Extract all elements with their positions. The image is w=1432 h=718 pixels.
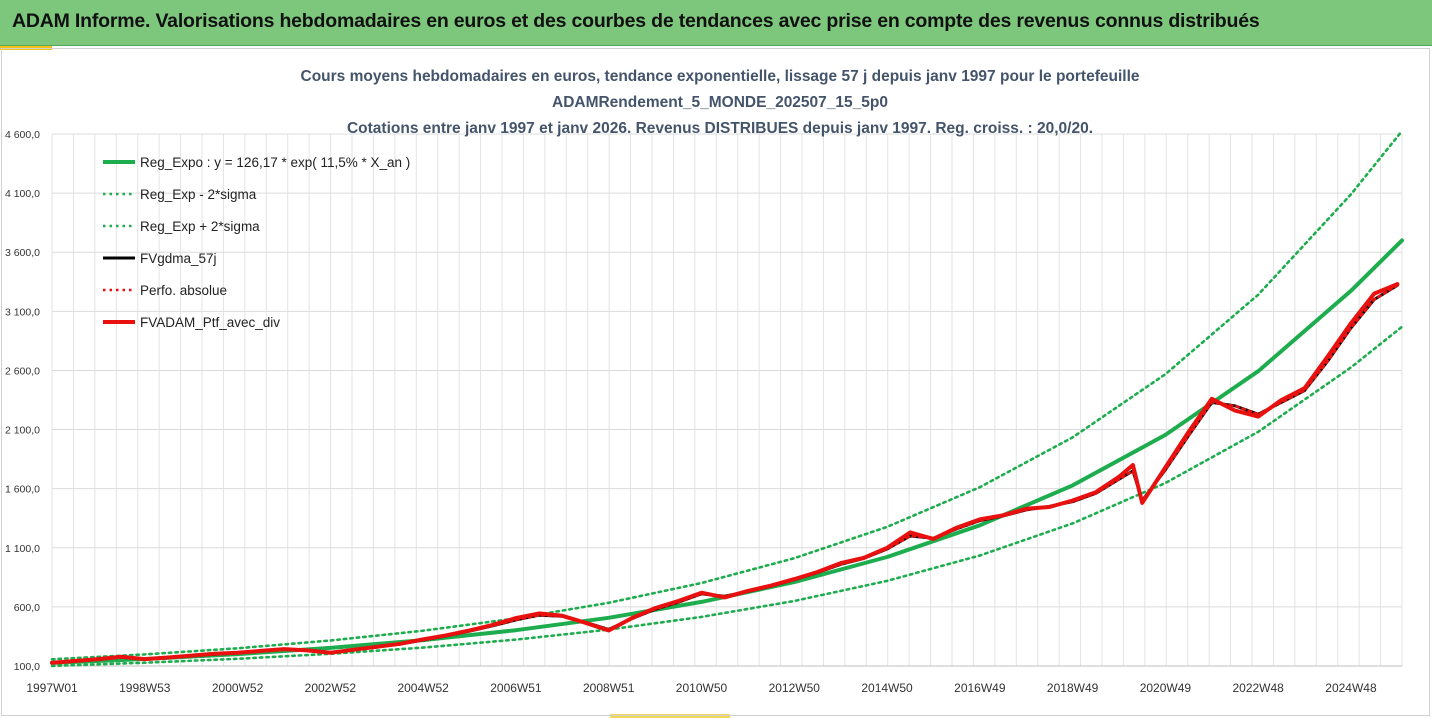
accent-bar-bottom	[610, 714, 730, 718]
series-line	[50, 283, 1399, 665]
x-tick-label: 2006W51	[490, 681, 542, 695]
x-tick-label: 1997W01	[26, 681, 78, 695]
y-tick-label: 3 100,0	[5, 306, 40, 318]
y-tick-label: 100,0	[14, 661, 40, 673]
x-axis-ticks: 1997W01 1998W53 2000W52 2002W52 2004W52 2006W…	[26, 681, 1377, 695]
y-tick-label: 1 100,0	[5, 543, 40, 555]
x-tick-label: 1998W53	[119, 681, 171, 695]
series-line	[50, 238, 1404, 665]
y-tick-label: 4 600,0	[5, 129, 40, 141]
x-tick-label: 2012W50	[769, 681, 821, 695]
legend-label: Reg_Exp + 2*sigma	[140, 219, 260, 234]
x-tick-label: 2014W50	[861, 681, 913, 695]
y-tick-label: 600,0	[14, 602, 40, 614]
series-line	[50, 129, 1404, 661]
x-tick-label: 2000W52	[212, 681, 264, 695]
y-tick-label: 3 600,0	[5, 247, 40, 259]
chart-series	[50, 129, 1404, 668]
y-tick-label: 2 600,0	[5, 365, 40, 377]
report-banner: ADAM Informe. Valorisations hebdomadaire…	[0, 0, 1432, 46]
legend-label: FVgdma_57j	[140, 251, 217, 266]
series-line	[50, 325, 1404, 668]
x-tick-label: 2016W49	[954, 681, 1006, 695]
x-tick-label: 2022W48	[1232, 681, 1284, 695]
legend-label: Perfo. absolue	[140, 283, 227, 298]
series-line	[50, 284, 1399, 664]
y-tick-label: 4 100,0	[5, 188, 40, 200]
chart-grid	[51, 133, 1403, 667]
legend-label: Reg_Expo : y = 126,17 * exp( 11,5% * X_a…	[140, 155, 410, 170]
x-tick-label: 2020W49	[1140, 681, 1192, 695]
chart-title-line: Cotations entre janv 1997 et janv 2026. …	[347, 120, 1093, 137]
x-tick-label: 2004W52	[397, 681, 449, 695]
y-axis-ticks: 100,0 600,0 1 100,0 1 600,0 2 100,0 2 600,0 3 …	[5, 129, 40, 673]
x-tick-label: 2018W49	[1047, 681, 1099, 695]
legend-label: Reg_Exp - 2*sigma	[140, 187, 257, 202]
x-tick-label: 2024W48	[1325, 681, 1377, 695]
chart-title-line: Cours moyens hebdomadaires en euros, ten…	[301, 68, 1140, 85]
chart-title-line: ADAMRendement_5_MONDE_202507_15_5p0	[552, 94, 888, 111]
x-tick-label: 2002W52	[305, 681, 357, 695]
chart-frame	[1, 48, 1430, 716]
y-tick-label: 2 100,0	[5, 425, 40, 437]
chart-titles: Cours moyens hebdomadaires en euros, ten…	[301, 68, 1140, 137]
legend-label: FVADAM_Ptf_avec_div	[140, 315, 280, 330]
x-tick-label: 2008W51	[583, 681, 635, 695]
chart-legend: Reg_Expo : y = 126,17 * exp( 11,5% * X_a…	[103, 155, 410, 330]
banner-title: ADAM Informe. Valorisations hebdomadaire…	[12, 10, 1260, 32]
y-tick-label: 1 600,0	[5, 484, 40, 496]
x-tick-label: 2010W50	[676, 681, 728, 695]
series-line	[50, 282, 1400, 665]
